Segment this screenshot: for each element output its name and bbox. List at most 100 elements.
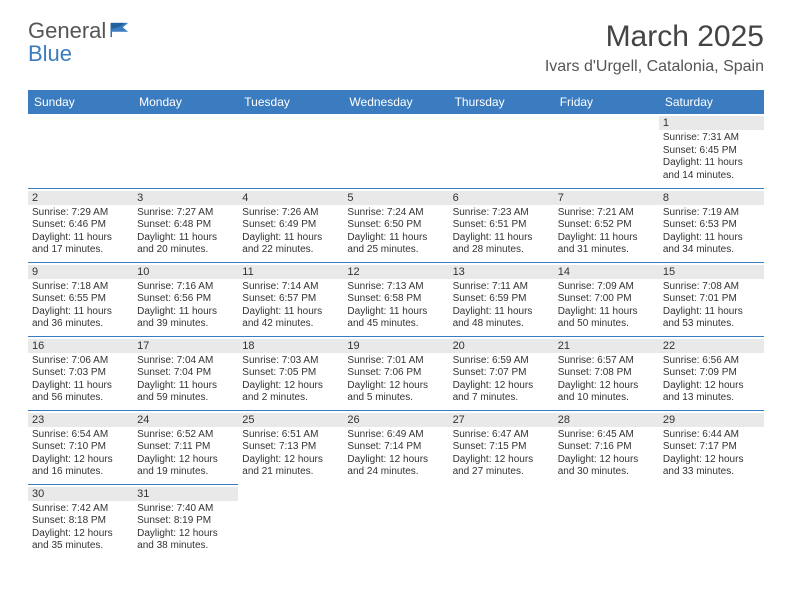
daylight-line: Daylight: 11 hours	[663, 306, 760, 319]
calendar-day-cell: 4Sunrise: 7:26 AMSunset: 6:49 PMDaylight…	[238, 188, 343, 262]
calendar-day-cell: 8Sunrise: 7:19 AMSunset: 6:53 PMDaylight…	[659, 188, 764, 262]
daylight-line: and 45 minutes.	[347, 318, 444, 331]
weekday-header: Sunday	[28, 90, 133, 114]
calendar-day-cell: 3Sunrise: 7:27 AMSunset: 6:48 PMDaylight…	[133, 188, 238, 262]
calendar-day-cell: 19Sunrise: 7:01 AMSunset: 7:06 PMDayligh…	[343, 336, 448, 410]
daylight-line: Daylight: 12 hours	[242, 454, 339, 467]
sunset-line: Sunset: 7:04 PM	[137, 367, 234, 380]
daylight-line: Daylight: 12 hours	[453, 454, 550, 467]
sunset-line: Sunset: 6:59 PM	[453, 293, 550, 306]
sunrise-line: Sunrise: 6:44 AM	[663, 429, 760, 442]
daylight-line: Daylight: 11 hours	[32, 232, 129, 245]
day-number: 14	[554, 265, 659, 279]
sunset-line: Sunset: 7:05 PM	[242, 367, 339, 380]
daylight-line: Daylight: 12 hours	[663, 380, 760, 393]
day-number: 8	[659, 191, 764, 205]
calendar-day-cell: 24Sunrise: 6:52 AMSunset: 7:11 PMDayligh…	[133, 410, 238, 484]
calendar-week-row: 16Sunrise: 7:06 AMSunset: 7:03 PMDayligh…	[28, 336, 764, 410]
daylight-line: Daylight: 12 hours	[347, 380, 444, 393]
sunset-line: Sunset: 7:14 PM	[347, 441, 444, 454]
daylight-line: Daylight: 11 hours	[137, 232, 234, 245]
daylight-line: Daylight: 11 hours	[347, 306, 444, 319]
daylight-line: and 2 minutes.	[242, 392, 339, 405]
daylight-line: and 17 minutes.	[32, 244, 129, 257]
daylight-line: Daylight: 11 hours	[347, 232, 444, 245]
daylight-line: and 7 minutes.	[453, 392, 550, 405]
location: Ivars d'Urgell, Catalonia, Spain	[545, 58, 764, 76]
day-number: 15	[659, 265, 764, 279]
sunset-line: Sunset: 8:18 PM	[32, 515, 129, 528]
calendar-day-cell: 18Sunrise: 7:03 AMSunset: 7:05 PMDayligh…	[238, 336, 343, 410]
daylight-line: and 42 minutes.	[242, 318, 339, 331]
calendar-day-cell: 26Sunrise: 6:49 AMSunset: 7:14 PMDayligh…	[343, 410, 448, 484]
calendar-day-cell: 29Sunrise: 6:44 AMSunset: 7:17 PMDayligh…	[659, 410, 764, 484]
day-number: 4	[238, 191, 343, 205]
sunrise-line: Sunrise: 7:21 AM	[558, 207, 655, 220]
daylight-line: Daylight: 12 hours	[137, 454, 234, 467]
sunset-line: Sunset: 7:11 PM	[137, 441, 234, 454]
sunset-line: Sunset: 7:17 PM	[663, 441, 760, 454]
calendar-day-cell	[28, 114, 133, 188]
day-number: 13	[449, 265, 554, 279]
calendar-day-cell: 2Sunrise: 7:29 AMSunset: 6:46 PMDaylight…	[28, 188, 133, 262]
calendar-day-cell: 10Sunrise: 7:16 AMSunset: 6:56 PMDayligh…	[133, 262, 238, 336]
sunrise-line: Sunrise: 7:13 AM	[347, 281, 444, 294]
brand-name-2: Blue	[28, 41, 72, 66]
calendar-day-cell	[554, 484, 659, 558]
weekday-header: Saturday	[659, 90, 764, 114]
sunset-line: Sunset: 6:50 PM	[347, 219, 444, 232]
sunrise-line: Sunrise: 7:11 AM	[453, 281, 550, 294]
sunset-line: Sunset: 7:06 PM	[347, 367, 444, 380]
day-number: 28	[554, 413, 659, 427]
daylight-line: and 33 minutes.	[663, 466, 760, 479]
day-number: 7	[554, 191, 659, 205]
calendar-day-cell: 5Sunrise: 7:24 AMSunset: 6:50 PMDaylight…	[343, 188, 448, 262]
sunrise-line: Sunrise: 7:42 AM	[32, 503, 129, 516]
sunrise-line: Sunrise: 7:23 AM	[453, 207, 550, 220]
sunset-line: Sunset: 6:58 PM	[347, 293, 444, 306]
daylight-line: and 22 minutes.	[242, 244, 339, 257]
daylight-line: and 20 minutes.	[137, 244, 234, 257]
sunrise-line: Sunrise: 7:26 AM	[242, 207, 339, 220]
calendar-day-cell: 30Sunrise: 7:42 AMSunset: 8:18 PMDayligh…	[28, 484, 133, 558]
sunrise-line: Sunrise: 7:16 AM	[137, 281, 234, 294]
sunrise-line: Sunrise: 7:29 AM	[32, 207, 129, 220]
sunset-line: Sunset: 6:45 PM	[663, 145, 760, 158]
sunset-line: Sunset: 6:46 PM	[32, 219, 129, 232]
brand-logo: General Blue	[28, 20, 132, 66]
calendar-day-cell: 28Sunrise: 6:45 AMSunset: 7:16 PMDayligh…	[554, 410, 659, 484]
daylight-line: and 25 minutes.	[347, 244, 444, 257]
sunrise-line: Sunrise: 7:40 AM	[137, 503, 234, 516]
daylight-line: Daylight: 11 hours	[32, 380, 129, 393]
daylight-line: and 59 minutes.	[137, 392, 234, 405]
day-number: 16	[28, 339, 133, 353]
daylight-line: and 50 minutes.	[558, 318, 655, 331]
daylight-line: Daylight: 11 hours	[453, 306, 550, 319]
calendar-week-row: 2Sunrise: 7:29 AMSunset: 6:46 PMDaylight…	[28, 188, 764, 262]
day-number: 23	[28, 413, 133, 427]
daylight-line: Daylight: 11 hours	[558, 232, 655, 245]
daylight-line: and 5 minutes.	[347, 392, 444, 405]
sunrise-line: Sunrise: 6:45 AM	[558, 429, 655, 442]
weekday-header: Thursday	[449, 90, 554, 114]
calendar-day-cell: 11Sunrise: 7:14 AMSunset: 6:57 PMDayligh…	[238, 262, 343, 336]
sunset-line: Sunset: 6:55 PM	[32, 293, 129, 306]
sunset-line: Sunset: 8:19 PM	[137, 515, 234, 528]
daylight-line: Daylight: 12 hours	[32, 454, 129, 467]
calendar-day-cell: 27Sunrise: 6:47 AMSunset: 7:15 PMDayligh…	[449, 410, 554, 484]
calendar-week-row: 30Sunrise: 7:42 AMSunset: 8:18 PMDayligh…	[28, 484, 764, 558]
sunrise-line: Sunrise: 7:03 AM	[242, 355, 339, 368]
calendar-day-cell: 9Sunrise: 7:18 AMSunset: 6:55 PMDaylight…	[28, 262, 133, 336]
daylight-line: and 21 minutes.	[242, 466, 339, 479]
day-number: 29	[659, 413, 764, 427]
day-number: 17	[133, 339, 238, 353]
sunset-line: Sunset: 6:48 PM	[137, 219, 234, 232]
day-number: 18	[238, 339, 343, 353]
brand-name-1: General	[28, 18, 106, 43]
daylight-line: Daylight: 11 hours	[32, 306, 129, 319]
daylight-line: Daylight: 11 hours	[137, 380, 234, 393]
daylight-line: Daylight: 11 hours	[242, 232, 339, 245]
sunset-line: Sunset: 6:56 PM	[137, 293, 234, 306]
daylight-line: and 56 minutes.	[32, 392, 129, 405]
calendar-day-cell: 25Sunrise: 6:51 AMSunset: 7:13 PMDayligh…	[238, 410, 343, 484]
